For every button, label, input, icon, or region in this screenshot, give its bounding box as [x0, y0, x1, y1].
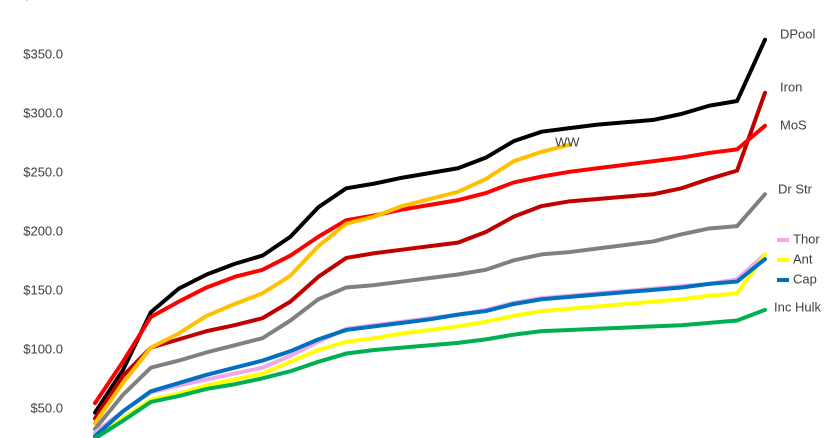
series-label: DPool — [780, 26, 816, 41]
series-label: Cap — [793, 271, 817, 286]
series-label: Ant — [793, 251, 813, 266]
series-line — [93, 192, 767, 432]
series-label: WW — [555, 134, 580, 149]
y-tick-label: $100.0 — [23, 341, 63, 356]
series-line — [93, 257, 767, 438]
y-tick-label: $350.0 — [23, 46, 63, 61]
series-label: Iron — [780, 79, 802, 94]
y-tick-label: $150.0 — [23, 282, 63, 297]
series-line — [93, 37, 767, 415]
y-tick-label: $400.0 — [23, 0, 63, 2]
series-line — [93, 252, 767, 438]
series-label: Thor — [793, 231, 820, 246]
series-label: Dr Str — [778, 181, 813, 196]
series-line — [93, 142, 572, 426]
y-tick-label: $250.0 — [23, 164, 63, 179]
series-line — [93, 307, 767, 438]
y-tick-label: $300.0 — [23, 105, 63, 120]
series-label: MoS — [780, 117, 807, 132]
series-line — [93, 123, 767, 406]
series-label: Inc Hulk — [774, 299, 821, 314]
series-line — [93, 90, 767, 421]
y-tick-label: $200.0 — [23, 223, 63, 238]
y-tick-label: $50.0 — [30, 400, 63, 415]
